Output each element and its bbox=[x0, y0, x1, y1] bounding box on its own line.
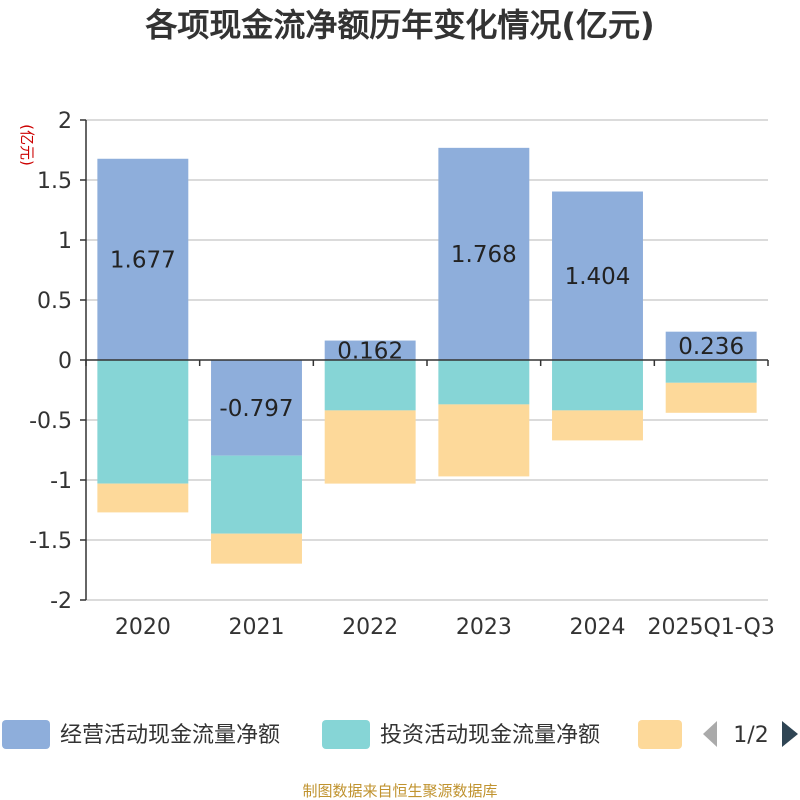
data-label-2024: 1.404 bbox=[565, 264, 631, 290]
bar-series-2-2024[interactable] bbox=[552, 410, 643, 440]
x-tick-label: 2022 bbox=[342, 615, 398, 640]
legend-prev-page-icon[interactable] bbox=[703, 721, 717, 747]
y-tick-label: 1.5 bbox=[37, 169, 72, 194]
bars bbox=[97, 148, 756, 564]
legend-swatch-investing[interactable] bbox=[322, 720, 370, 749]
y-tick-labels: 2 1.5 1 0.5 0 -0.5 -1 -1.5 -2 bbox=[29, 109, 72, 614]
data-source-note: 制图数据来自恒生聚源数据库 bbox=[302, 782, 497, 800]
x-tick-label: 2025Q1-Q3 bbox=[647, 615, 774, 640]
legend-label-operating[interactable]: 经营活动现金流量净额 bbox=[60, 723, 280, 748]
bar-series-2-2020[interactable] bbox=[97, 484, 188, 513]
bar-series-1-2022[interactable] bbox=[325, 360, 416, 410]
data-label-2021: -0.797 bbox=[219, 396, 293, 422]
bar-series-2-2025Q1-Q3[interactable] bbox=[666, 383, 757, 413]
legend-swatch-operating[interactable] bbox=[2, 720, 50, 749]
data-label-2025Q1-Q3: 0.236 bbox=[678, 334, 744, 360]
data-label-2023: 1.768 bbox=[451, 242, 517, 268]
bar-series-1-2020[interactable] bbox=[97, 360, 188, 484]
data-label-2020: 1.677 bbox=[110, 247, 176, 273]
bar-series-1-2021[interactable] bbox=[211, 456, 302, 534]
x-tick-label: 2021 bbox=[229, 615, 285, 640]
y-tick-label: 1 bbox=[58, 229, 72, 254]
legend-swatch-third[interactable] bbox=[638, 720, 682, 749]
y-tick-label: 2 bbox=[58, 109, 72, 134]
data-labels: 1.677 -0.797 0.162 1.768 1.404 0.236 bbox=[110, 242, 744, 422]
chart-title: 各项现金流净额历年变化情况(亿元) bbox=[145, 6, 654, 44]
y-tick-label: -1 bbox=[50, 469, 72, 494]
x-tick-label: 2024 bbox=[570, 615, 626, 640]
bar-series-2-2021[interactable] bbox=[211, 534, 302, 564]
legend-next-page-icon[interactable] bbox=[782, 721, 798, 747]
x-tick-label: 2020 bbox=[115, 615, 171, 640]
legend-label-investing[interactable]: 投资活动现金流量净额 bbox=[380, 723, 600, 748]
bar-series-1-2023[interactable] bbox=[438, 360, 529, 404]
y-tick-label: 0.5 bbox=[37, 289, 72, 314]
y-tick-label: 0 bbox=[58, 349, 72, 374]
legend-page-indicator: 1/2 bbox=[733, 723, 768, 748]
data-label-2022: 0.162 bbox=[337, 338, 403, 364]
bar-series-1-2025Q1-Q3[interactable] bbox=[666, 360, 757, 383]
y-tick-label: -2 bbox=[50, 589, 72, 614]
legend: 经营活动现金流量净额 投资活动现金流量净额 1/2 bbox=[2, 720, 798, 749]
y-axis-unit-label: (亿元) bbox=[18, 124, 36, 166]
chart: 各项现金流净额历年变化情况(亿元) (亿元) 2 1.5 1 0.5 0 -0.5 -1 -1… bbox=[0, 0, 800, 800]
bar-series-1-2024[interactable] bbox=[552, 360, 643, 410]
x-tick-labels: 2020 2021 2022 2023 2024 2025Q1-Q3 bbox=[115, 615, 775, 640]
bar-series-2-2022[interactable] bbox=[325, 410, 416, 483]
x-tick-label: 2023 bbox=[456, 615, 512, 640]
bar-series-2-2023[interactable] bbox=[438, 404, 529, 476]
y-tick-label: -1.5 bbox=[29, 529, 72, 554]
y-tick-label: -0.5 bbox=[29, 409, 72, 434]
